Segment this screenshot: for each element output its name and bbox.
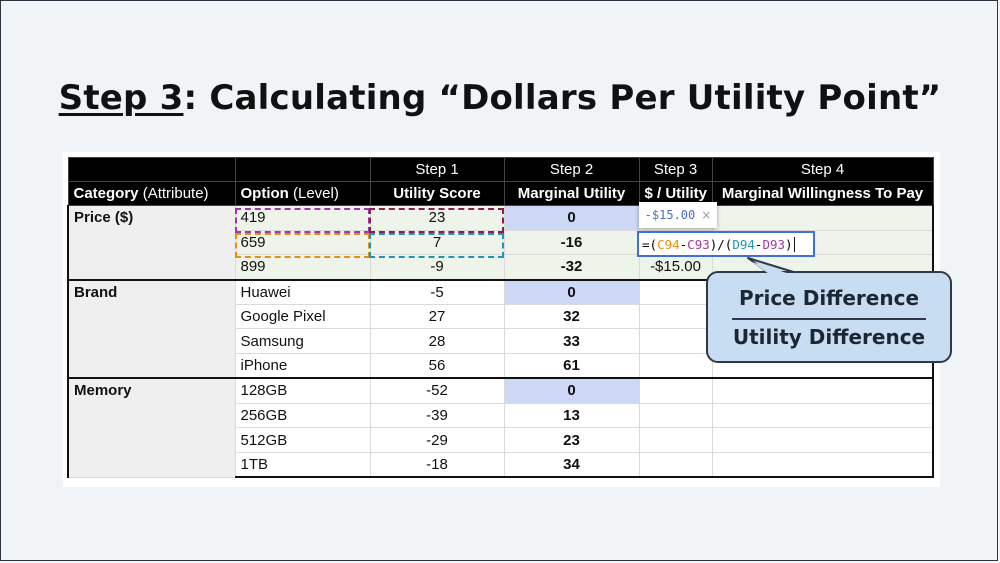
- option-cell[interactable]: 419: [234, 205, 371, 231]
- formula-op: -: [754, 236, 763, 252]
- callout-numerator: Price Difference: [738, 286, 920, 310]
- utility-cell[interactable]: -29: [369, 427, 505, 453]
- column-header-row: Category (Attribute) Option (Level) Util…: [67, 181, 934, 206]
- header-category-bold: Category: [73, 185, 139, 202]
- dpu-cell[interactable]: [638, 427, 713, 453]
- formula-result-tooltip: -$15.00 ×: [639, 202, 717, 228]
- step-1-label[interactable]: Step 1: [369, 157, 505, 182]
- utility-cell[interactable]: 7: [369, 229, 505, 256]
- formula-ref-d93: D93: [762, 236, 786, 252]
- utility-cell[interactable]: -9: [369, 254, 505, 281]
- table-row: 512GB -29 23: [68, 427, 934, 453]
- utility-cell[interactable]: 56: [369, 353, 505, 379]
- marginal-cell[interactable]: -32: [503, 254, 640, 281]
- option-cell[interactable]: iPhone: [234, 353, 371, 379]
- utility-cell[interactable]: 27: [369, 303, 505, 330]
- fraction-bar: [732, 318, 926, 320]
- marginal-cell[interactable]: 61: [503, 353, 640, 379]
- tooltip-value: -$15.00: [644, 208, 696, 222]
- header-dollars-per-utility[interactable]: $ / Utility: [638, 181, 713, 206]
- category-price[interactable]: Price ($): [67, 204, 236, 281]
- slide-title: Step 3: Calculating “Dollars Per Utility…: [0, 78, 1000, 118]
- option-cell[interactable]: Samsung: [234, 328, 371, 355]
- formula-ref-c94: C94: [657, 236, 680, 252]
- formula-paren: (: [649, 236, 658, 252]
- utility-cell[interactable]: -39: [369, 402, 505, 429]
- header-option[interactable]: Option (Level): [234, 181, 371, 206]
- table-row: Memory 128GB -52 0: [67, 377, 934, 478]
- title-rest: : Calculating “Dollars Per Utility Point…: [183, 78, 942, 118]
- steps-row: Step 1 Step 2 Step 3 Step 4: [67, 157, 934, 182]
- utility-cell[interactable]: 28: [369, 328, 505, 355]
- table-row: 1TB -18 34: [68, 451, 934, 479]
- close-icon[interactable]: ×: [701, 208, 712, 222]
- callout-denominator: Utility Difference: [732, 325, 926, 349]
- table-row: 256GB -39 13: [68, 402, 934, 429]
- steps-cell[interactable]: [67, 157, 236, 182]
- marginal-cell[interactable]: 13: [503, 402, 640, 429]
- marginal-cell[interactable]: 23: [503, 427, 640, 453]
- formula-paren: ): [785, 236, 793, 252]
- steps-cell[interactable]: [234, 157, 371, 182]
- marginal-cell[interactable]: 32: [503, 303, 640, 330]
- wtp-cell[interactable]: [711, 402, 934, 429]
- marginal-cell[interactable]: 0: [503, 377, 640, 404]
- option-cell[interactable]: Huawei: [234, 278, 371, 305]
- dpu-cell[interactable]: [638, 328, 713, 355]
- wtp-cell[interactable]: [711, 451, 934, 479]
- option-cell[interactable]: 1TB: [234, 451, 371, 479]
- utility-cell[interactable]: 23: [369, 205, 505, 231]
- option-cell[interactable]: 512GB: [234, 427, 371, 453]
- formula-editor[interactable]: =(C94- C93)/(D94- D93): [637, 231, 815, 257]
- dpu-cell[interactable]: [638, 278, 713, 305]
- category-memory[interactable]: Memory: [67, 377, 236, 478]
- step-3-label[interactable]: Step 3: [638, 157, 713, 182]
- dpu-cell[interactable]: [638, 303, 713, 330]
- option-cell[interactable]: 899: [234, 254, 371, 281]
- marginal-cell[interactable]: -16: [503, 229, 640, 256]
- header-marginal-utility[interactable]: Marginal Utility: [503, 181, 640, 206]
- utility-cell[interactable]: -18: [369, 451, 505, 479]
- dpu-cell[interactable]: [638, 353, 713, 379]
- utility-cell[interactable]: -52: [369, 377, 505, 404]
- formula-eq: =: [642, 236, 650, 252]
- dpu-cell[interactable]: -$15.00: [638, 254, 713, 281]
- marginal-cell[interactable]: 0: [503, 205, 640, 231]
- header-category-rest: (Attribute): [138, 185, 209, 202]
- option-cell[interactable]: 256GB: [234, 402, 371, 429]
- category-brand[interactable]: Brand: [67, 278, 236, 379]
- formula-ref-c93: C93: [687, 236, 710, 252]
- header-category[interactable]: Category (Attribute): [67, 181, 236, 206]
- dpu-cell[interactable]: [638, 377, 713, 404]
- marginal-cell[interactable]: 34: [503, 451, 640, 479]
- option-cell[interactable]: 659: [234, 229, 371, 256]
- formula-op: -: [679, 236, 688, 252]
- formula-ref-d94: D94: [732, 236, 755, 252]
- title-step: Step 3: [58, 78, 184, 118]
- wtp-cell[interactable]: [711, 377, 934, 404]
- option-cell[interactable]: Google Pixel: [234, 303, 371, 330]
- table-row: Price ($) 419 23 0: [67, 204, 934, 281]
- wtp-cell[interactable]: [711, 205, 934, 231]
- wtp-cell[interactable]: [711, 427, 934, 453]
- header-option-bold: Option: [240, 185, 289, 202]
- text-cursor: [793, 236, 795, 252]
- header-utility-score[interactable]: Utility Score: [369, 181, 505, 206]
- dpu-cell[interactable]: [638, 402, 713, 429]
- marginal-cell[interactable]: 0: [503, 278, 640, 305]
- formula-callout: Price Difference Utility Difference: [706, 271, 952, 363]
- header-option-rest: (Level): [288, 185, 339, 202]
- formula-op: )/(: [709, 236, 733, 252]
- step-4-label[interactable]: Step 4: [711, 157, 934, 182]
- marginal-cell[interactable]: 33: [503, 328, 640, 355]
- option-cell[interactable]: 128GB: [234, 377, 371, 404]
- step-2-label[interactable]: Step 2: [503, 157, 640, 182]
- dpu-cell[interactable]: [638, 451, 713, 479]
- utility-cell[interactable]: -5: [369, 278, 505, 305]
- header-marginal-wtp[interactable]: Marginal Willingness To Pay: [711, 181, 934, 206]
